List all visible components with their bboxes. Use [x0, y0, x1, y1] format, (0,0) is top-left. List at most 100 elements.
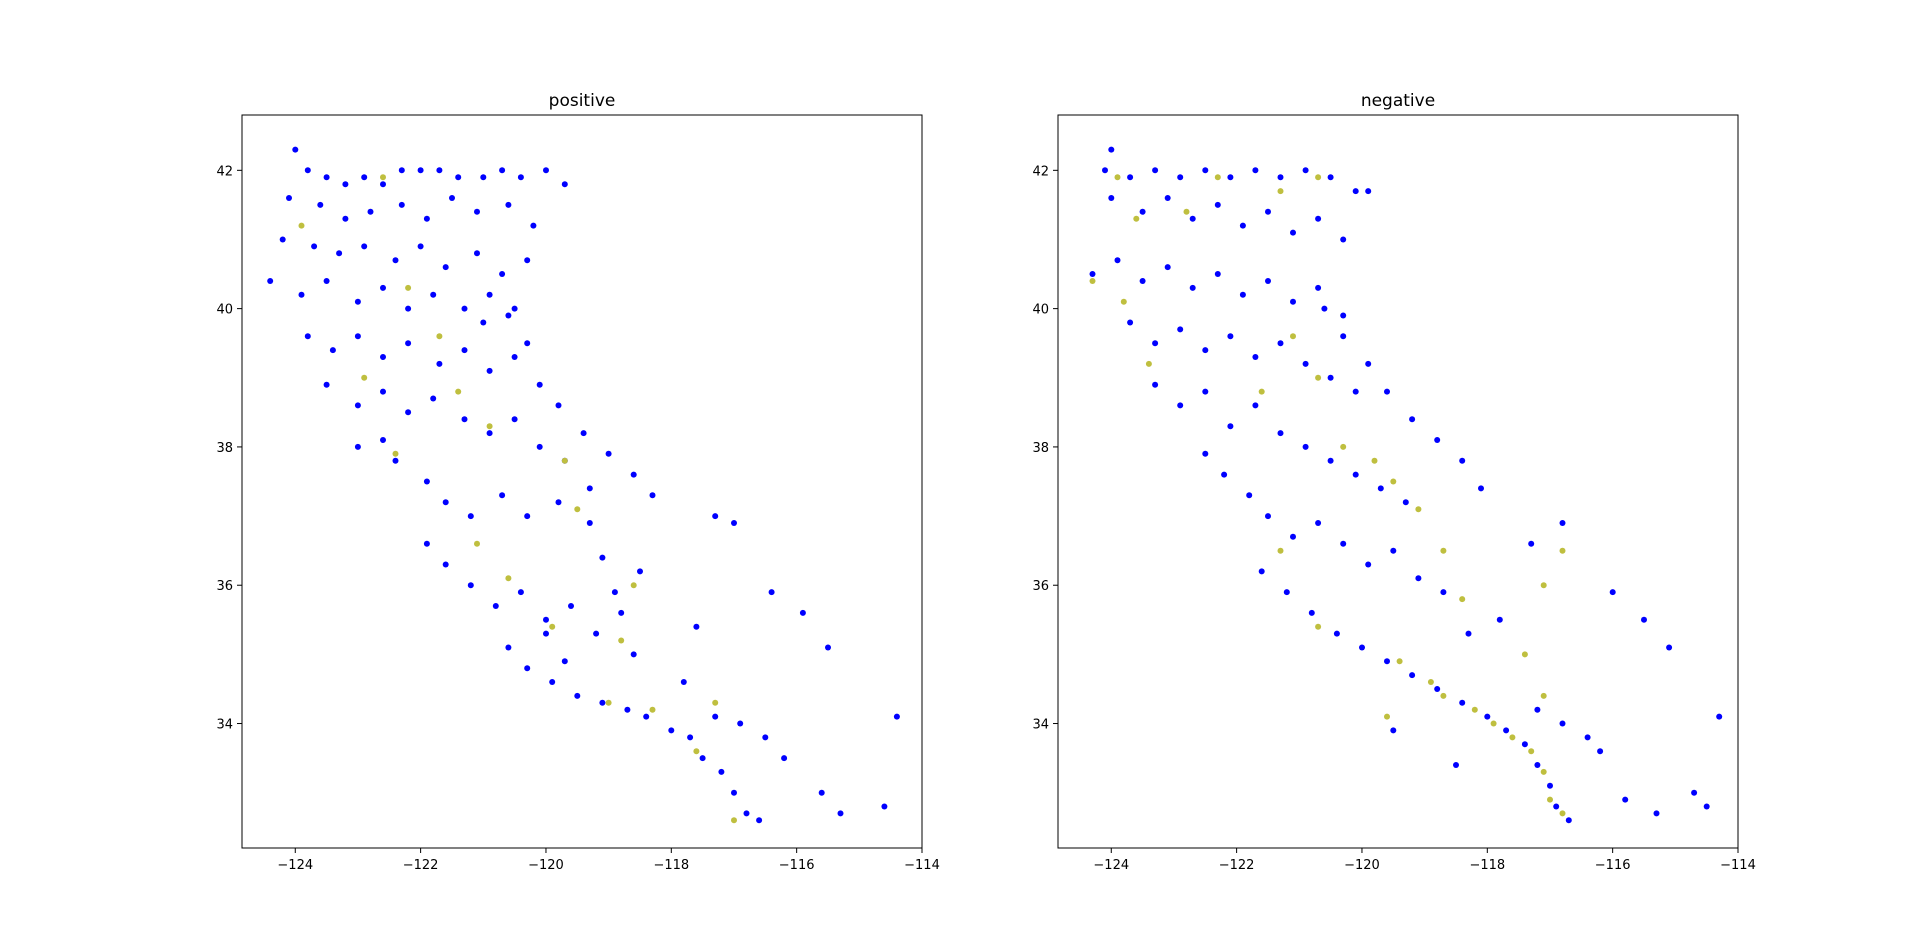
data-point-olive: [1459, 596, 1466, 603]
data-point-blue: [756, 817, 763, 824]
data-point-blue: [586, 520, 593, 526]
data-point-blue: [1365, 561, 1372, 568]
data-point-olive: [1214, 174, 1221, 181]
data-point-blue: [1290, 533, 1296, 540]
x-tick-label: −122: [1219, 858, 1255, 873]
data-point-olive: [1258, 388, 1265, 395]
data-point-olive: [1440, 692, 1447, 699]
data-point-blue: [524, 340, 531, 347]
panel-title: positive: [549, 91, 616, 111]
data-point-blue: [436, 167, 443, 174]
data-point-blue: [1315, 520, 1322, 526]
data-point-blue: [543, 167, 549, 174]
data-point-blue: [436, 360, 443, 367]
data-point-blue: [1139, 278, 1146, 284]
data-point-olive: [1277, 547, 1284, 554]
data-point-blue: [1340, 540, 1347, 547]
data-point-blue: [499, 167, 506, 174]
data-point-olive: [1427, 679, 1434, 685]
x-tick-label: −118: [653, 858, 689, 873]
data-point-blue: [1390, 547, 1397, 554]
data-point-olive: [1528, 748, 1535, 755]
x-tick-label: −124: [277, 858, 313, 873]
data-point-olive: [1440, 547, 1447, 554]
data-point-blue: [442, 499, 449, 506]
data-point-blue: [561, 181, 568, 188]
data-point-blue: [311, 243, 318, 250]
data-point-blue: [1214, 271, 1221, 277]
data-point-blue: [624, 706, 631, 713]
data-point-blue: [442, 561, 449, 568]
x-tick-label: −116: [1595, 858, 1631, 873]
data-point-blue: [1283, 589, 1290, 596]
data-point-blue: [1277, 430, 1284, 437]
data-point-blue: [499, 492, 506, 499]
data-point-blue: [292, 146, 299, 153]
data-point-blue: [599, 554, 606, 561]
data-point-blue: [718, 768, 725, 775]
data-point-blue: [1202, 450, 1209, 457]
data-point-blue: [1459, 457, 1466, 464]
data-point-blue: [524, 513, 531, 520]
data-point-blue: [1290, 298, 1296, 305]
data-point-blue: [405, 409, 412, 416]
data-point-blue: [536, 443, 543, 450]
data-point-blue: [1177, 326, 1184, 333]
data-point-blue: [574, 692, 581, 699]
data-point-blue: [461, 416, 468, 423]
positive-panel: positive −124 −122 −120 −118 −116 −114 34 36 38 40…: [216, 91, 939, 873]
data-point-blue: [1089, 271, 1096, 277]
data-point-blue: [1108, 195, 1115, 201]
data-point-blue: [1340, 236, 1347, 243]
data-point-blue: [1340, 333, 1347, 340]
data-point-olive: [1114, 174, 1121, 181]
data-point-blue: [549, 679, 556, 685]
data-point-blue: [649, 492, 656, 499]
data-point-blue: [336, 250, 343, 257]
data-point-blue: [1239, 291, 1246, 298]
data-point-blue: [1565, 817, 1572, 824]
data-point-olive: [731, 817, 737, 824]
data-point-olive: [361, 374, 368, 381]
data-point-blue: [555, 402, 562, 409]
data-point-blue: [1189, 284, 1196, 291]
data-point-blue: [1553, 803, 1560, 810]
data-point-blue: [743, 810, 750, 817]
data-point-blue: [1521, 741, 1528, 748]
data-point-blue: [398, 201, 405, 208]
data-point-blue: [1308, 609, 1315, 616]
data-point-blue: [354, 443, 361, 450]
data-point-blue: [1152, 381, 1159, 388]
y-tick-label: 34: [216, 718, 233, 733]
data-point-blue: [423, 215, 430, 222]
data-point-blue: [480, 319, 487, 326]
data-point-blue: [267, 278, 274, 284]
axes-frame: [241, 114, 923, 849]
data-point-blue: [1252, 354, 1259, 360]
y-tick-label: 40: [1032, 303, 1049, 318]
data-point-olive: [618, 637, 625, 644]
data-point-blue: [1214, 201, 1221, 208]
data-point-blue: [1666, 644, 1673, 651]
data-point-blue: [731, 520, 737, 526]
data-point-blue: [354, 402, 361, 409]
data-point-blue: [323, 278, 330, 284]
data-point-blue: [517, 174, 524, 181]
data-point-olive: [1547, 796, 1553, 803]
data-point-blue: [630, 651, 637, 658]
data-point-blue: [354, 298, 361, 305]
data-point-olive: [605, 699, 612, 706]
data-point-blue: [1327, 374, 1334, 381]
data-point-blue: [417, 167, 424, 174]
data-point-blue: [893, 713, 900, 720]
data-point-blue: [286, 195, 292, 201]
data-point-blue: [492, 603, 499, 609]
data-point-blue: [1415, 575, 1422, 582]
data-point-olive: [1509, 734, 1516, 741]
data-point-blue: [505, 644, 512, 651]
data-point-blue: [1365, 188, 1372, 195]
y-tick-label: 42: [216, 164, 233, 179]
data-point-blue: [1177, 174, 1184, 181]
data-point-blue: [605, 450, 612, 457]
data-point-blue: [1108, 146, 1115, 153]
